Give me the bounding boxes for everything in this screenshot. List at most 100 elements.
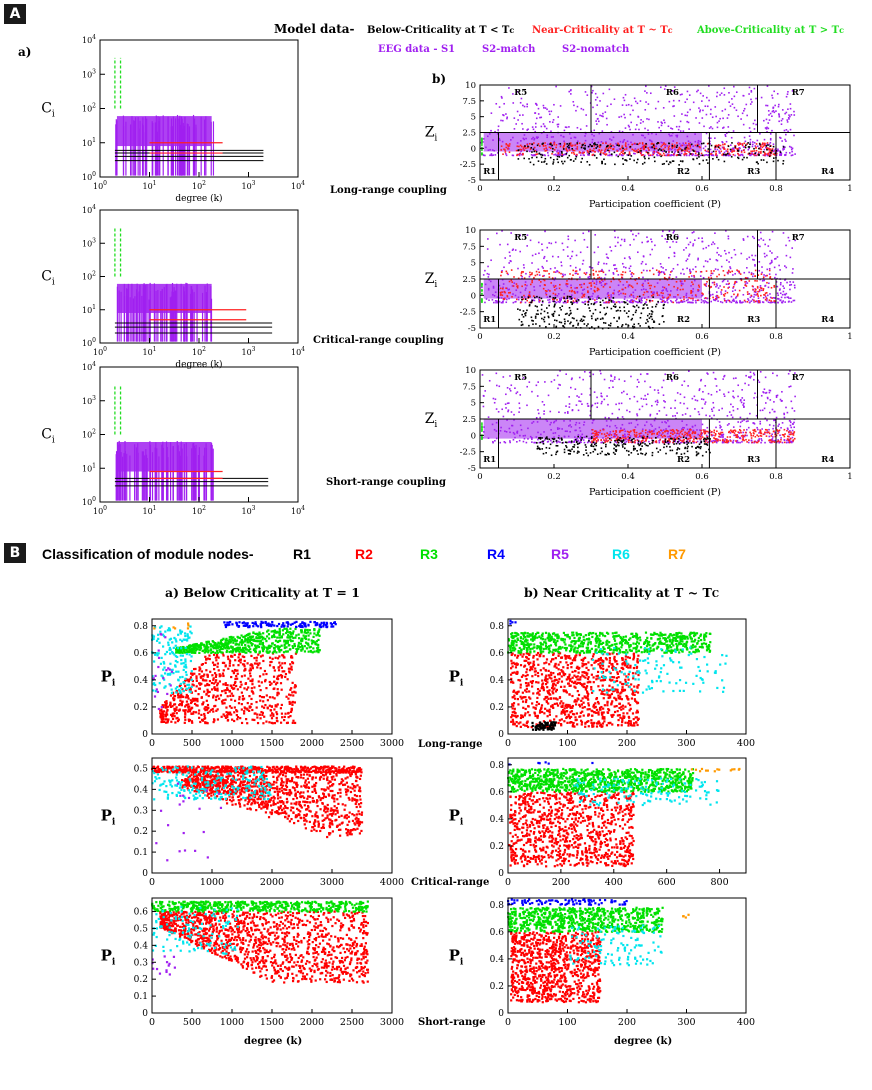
y-tick-label: 5 bbox=[471, 113, 476, 123]
eeg-point bbox=[584, 91, 587, 93]
near-point bbox=[642, 154, 644, 156]
below-point bbox=[684, 148, 686, 150]
near-point bbox=[565, 147, 568, 150]
near-point bbox=[704, 297, 707, 299]
near-point bbox=[693, 440, 695, 443]
near-point bbox=[527, 294, 530, 297]
eeg-point bbox=[608, 417, 610, 419]
near-point bbox=[648, 430, 651, 433]
eeg-point bbox=[763, 119, 765, 122]
eeg-point bbox=[702, 398, 705, 401]
eeg-point bbox=[753, 293, 756, 296]
below-point bbox=[566, 295, 569, 298]
near-point bbox=[755, 149, 758, 152]
near-point bbox=[601, 433, 603, 435]
eeg-point bbox=[623, 298, 626, 300]
eeg-point bbox=[751, 145, 754, 148]
eeg-point bbox=[740, 399, 742, 401]
eeg-point bbox=[518, 407, 521, 409]
eeg-point bbox=[621, 391, 623, 394]
eeg-point bbox=[544, 381, 546, 383]
near-point bbox=[646, 437, 649, 439]
eeg-point bbox=[636, 301, 639, 304]
eeg-point bbox=[654, 417, 657, 420]
below-point bbox=[774, 152, 777, 155]
eeg-point bbox=[490, 129, 492, 132]
near-point bbox=[608, 296, 611, 299]
near-point bbox=[789, 433, 792, 436]
eeg-point bbox=[636, 400, 639, 403]
eeg-point bbox=[675, 241, 678, 243]
region-label-r7: R7 bbox=[792, 233, 805, 243]
eeg-point bbox=[689, 301, 691, 304]
y-tick-exp: 3 bbox=[92, 237, 96, 244]
near-point bbox=[616, 270, 618, 272]
eeg-point bbox=[630, 273, 632, 276]
eeg-point bbox=[692, 299, 694, 301]
near-point bbox=[724, 292, 727, 295]
below-point bbox=[556, 155, 559, 158]
near-point bbox=[753, 432, 755, 435]
near-point bbox=[682, 428, 685, 431]
below-point bbox=[577, 446, 579, 449]
near-point bbox=[604, 148, 607, 151]
eeg-point bbox=[676, 441, 679, 444]
below-point bbox=[723, 160, 726, 163]
eeg-point bbox=[729, 266, 731, 268]
y-axis-label: Ci bbox=[41, 427, 55, 446]
near-point bbox=[618, 278, 620, 281]
eeg-point bbox=[771, 433, 773, 436]
eeg-point bbox=[706, 301, 708, 304]
eeg-point bbox=[771, 110, 774, 113]
near-point bbox=[627, 439, 630, 441]
near-point bbox=[593, 282, 596, 285]
near-point bbox=[771, 440, 774, 443]
near-point bbox=[609, 286, 611, 289]
eeg-point bbox=[755, 291, 757, 293]
eeg-point bbox=[697, 237, 700, 240]
near-point bbox=[684, 152, 687, 155]
eeg-point bbox=[572, 100, 575, 103]
eeg-point bbox=[556, 123, 559, 126]
near-point bbox=[606, 432, 608, 434]
eeg-point bbox=[671, 128, 674, 130]
y-axis-label: Ci bbox=[41, 101, 55, 120]
near-point bbox=[641, 430, 644, 432]
near-point bbox=[739, 143, 742, 145]
below-point bbox=[569, 309, 572, 312]
near-point bbox=[641, 143, 644, 145]
below-point bbox=[747, 142, 749, 144]
eeg-point bbox=[768, 119, 771, 121]
eeg-point bbox=[769, 399, 772, 401]
eeg-point bbox=[740, 118, 742, 120]
near-point bbox=[769, 154, 772, 157]
below-point bbox=[534, 317, 537, 319]
eeg-point bbox=[493, 401, 496, 404]
eeg-point bbox=[717, 300, 719, 302]
near-point bbox=[731, 270, 734, 273]
near-point bbox=[783, 428, 786, 431]
eeg-point bbox=[717, 268, 719, 271]
near-point bbox=[789, 437, 792, 440]
eeg-point bbox=[641, 299, 643, 302]
eeg-point bbox=[660, 121, 663, 124]
near-point bbox=[571, 145, 573, 147]
eeg-point bbox=[752, 141, 754, 143]
eeg-point bbox=[715, 298, 718, 301]
below-point bbox=[559, 142, 562, 145]
near-point bbox=[602, 286, 605, 288]
near-point bbox=[714, 432, 717, 435]
near-point bbox=[628, 433, 630, 436]
eeg-point bbox=[725, 301, 728, 304]
eeg-point bbox=[737, 441, 740, 444]
below-point bbox=[690, 143, 693, 146]
near-point bbox=[624, 142, 627, 144]
near-point bbox=[737, 431, 740, 433]
below-point bbox=[731, 142, 733, 144]
eeg-point bbox=[793, 284, 796, 287]
near-point bbox=[659, 271, 661, 274]
eeg-point bbox=[711, 440, 713, 443]
near-point bbox=[773, 153, 776, 156]
eeg-point bbox=[647, 103, 650, 105]
below-point bbox=[705, 159, 708, 161]
